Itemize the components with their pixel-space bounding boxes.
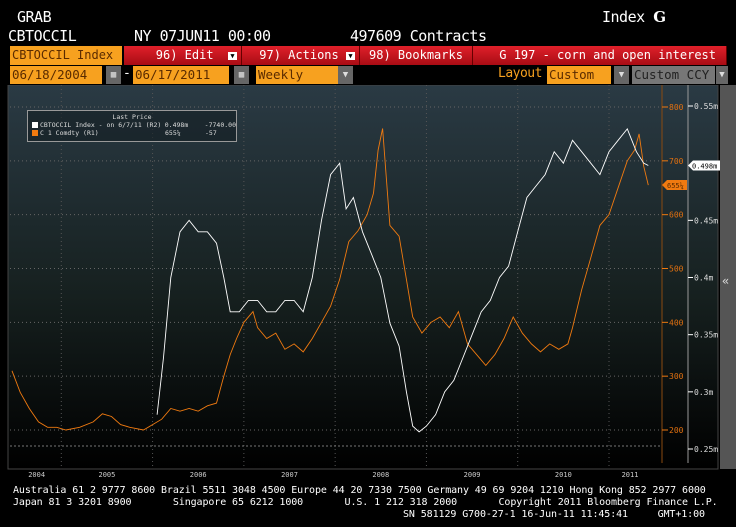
market-label: Index xyxy=(602,8,645,26)
x-tick-label: 2011 xyxy=(622,471,639,479)
r1-tick-label: 700 xyxy=(669,157,684,166)
chevron-down-icon[interactable]: ▼ xyxy=(614,66,629,84)
layout-label: Layout xyxy=(498,66,542,81)
dropdown-icon: ▼ xyxy=(346,51,355,60)
function-code: GRAB xyxy=(17,8,52,26)
r1-tick-label: 600 xyxy=(669,211,684,220)
plot-background xyxy=(7,85,719,470)
legend-swatch xyxy=(32,130,38,136)
currency-select[interactable]: Custom CCY xyxy=(632,66,715,84)
legend-last: 655¼ xyxy=(165,129,181,137)
r2-tick-label: 0.3m xyxy=(694,388,713,397)
x-tick-label: 2004 xyxy=(28,471,45,479)
legend-swatch xyxy=(32,122,38,128)
chart-title: G 197 - corn and open interest xyxy=(473,46,727,65)
start-date-input[interactable]: 06/18/2004 xyxy=(10,66,102,84)
legend-entry: CBTOCCIL Index - on 6/7/11 (R2) 0.498m -77… xyxy=(32,121,236,129)
x-tick-label: 2010 xyxy=(555,471,572,479)
x-tick-label: 2005 xyxy=(99,471,116,479)
edit-menu[interactable]: 96) Edit ▼ xyxy=(124,46,242,65)
end-date-input[interactable]: 06/17/2011 xyxy=(133,66,229,84)
r1-tick-label: 300 xyxy=(669,372,684,381)
actions-label: 97) Actions xyxy=(259,48,339,62)
footer-line-3: SN 581129 G700-27-1 16-Jun-11 11:45:41 G… xyxy=(403,509,705,520)
r1-last-value: 655¼ xyxy=(667,182,684,190)
actions-menu[interactable]: 97) Actions ▼ xyxy=(242,46,360,65)
legend-entry: C 1 Comdty (R1) 655¼ -57 xyxy=(32,129,236,137)
legend-header: Last Price xyxy=(112,113,152,121)
collapse-icon[interactable]: « xyxy=(722,274,729,288)
x-tick-label: 2007 xyxy=(281,471,298,479)
bookmarks-menu[interactable]: 98) Bookmarks xyxy=(360,46,473,65)
side-panel-toggle[interactable] xyxy=(720,85,736,469)
legend-label: CBTOCCIL Index - on 6/7/11 (R2) xyxy=(39,121,162,129)
legend-change: -7740.00 xyxy=(204,121,236,129)
market-sector: Index G xyxy=(602,8,666,26)
dropdown-icon: ▼ xyxy=(228,51,237,60)
chevron-down-icon[interactable]: ▼ xyxy=(338,66,353,84)
x-tick-label: 2008 xyxy=(372,471,389,479)
r2-tick-label: 0.25m xyxy=(694,445,718,454)
calendar-icon[interactable]: ▦ xyxy=(106,66,121,84)
legend-label: C 1 Comdty (R1) xyxy=(40,129,99,137)
timestamp: NY 07JUN11 00:00 xyxy=(134,27,271,45)
date-dash: - xyxy=(123,66,131,81)
r1-tick-label: 200 xyxy=(669,426,684,435)
r2-last-value: 0.498m xyxy=(692,162,717,170)
x-tick-label: 2009 xyxy=(464,471,481,479)
footer-line-1: Australia 61 2 9777 8600 Brazil 5511 304… xyxy=(13,485,706,496)
g-icon: G xyxy=(653,8,666,26)
r2-tick-label: 0.4m xyxy=(694,274,713,283)
r1-tick-label: 500 xyxy=(669,265,684,274)
period-select[interactable]: Weekly xyxy=(256,66,338,84)
security-field[interactable]: CBTOCCIL Index xyxy=(10,46,122,65)
chart: « 2004 2005 2006 2007 2008 2009 2010 2011 800 700… xyxy=(7,85,736,479)
r2-tick-label: 0.45m xyxy=(694,216,718,225)
ticker: CBTOCCIL xyxy=(8,27,77,45)
footer-line-2: Japan 81 3 3201 8900 Singapore 65 6212 1… xyxy=(13,497,718,508)
r2-last-value-tag xyxy=(688,160,720,171)
legend: Last Price CBTOCCIL Index - on 6/7/11 (R… xyxy=(27,110,237,142)
r1-tick-label: 400 xyxy=(669,318,684,327)
calendar-icon[interactable]: ▦ xyxy=(234,66,249,84)
r1-last-value-tag xyxy=(662,180,687,191)
layout-select[interactable]: Custom xyxy=(547,66,611,84)
last-value: 497609 Contracts xyxy=(350,27,487,45)
edit-label: 96) Edit xyxy=(155,48,214,62)
legend-last: 0.498m xyxy=(164,121,189,129)
series-line-c-1-comdty xyxy=(11,128,649,431)
r1-tick-label: 800 xyxy=(669,103,684,112)
r2-tick-label: 0.35m xyxy=(694,331,718,340)
x-tick-label: 2006 xyxy=(190,471,207,479)
legend-change: -57 xyxy=(205,129,217,137)
chevron-down-icon[interactable]: ▼ xyxy=(716,66,728,84)
r2-tick-label: 0.55m xyxy=(694,102,718,111)
series-line-cbtoccil-index xyxy=(156,128,649,433)
